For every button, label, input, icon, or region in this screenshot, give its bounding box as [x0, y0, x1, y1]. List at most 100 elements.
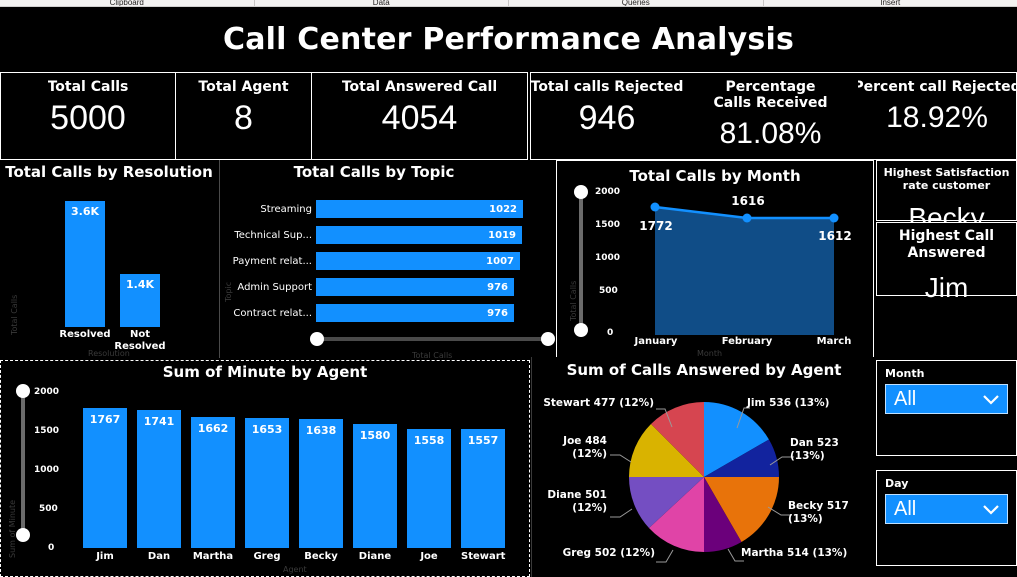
ribbon-group-queries[interactable]: Queries — [509, 0, 764, 6]
category-label-joe: Joe — [420, 551, 438, 562]
point-value-label-january: 1772 — [639, 219, 673, 233]
bar-value-label: 1022 — [489, 203, 517, 215]
slicer-month[interactable]: Month All — [876, 360, 1017, 456]
bar-not-resolved[interactable] — [120, 274, 160, 327]
pie-slice-stewart[interactable] — [651, 402, 704, 477]
slider-track — [21, 391, 25, 535]
bar-greg[interactable] — [245, 418, 289, 548]
category-label-technical-support: Technical Sup... — [234, 230, 312, 241]
bar-resolved[interactable] — [65, 201, 105, 327]
bar-joe[interactable] — [407, 429, 451, 548]
category-label-january: January — [634, 336, 678, 347]
chart-title: Total Calls by Topic — [293, 163, 455, 181]
pie-plot — [610, 402, 794, 563]
bar-value-label: 1741 — [143, 415, 175, 428]
chart-calls-answered-by-agent[interactable]: Sum of Calls Answered by Agent — [531, 357, 876, 577]
bar-admin-support[interactable]: 976 — [316, 278, 514, 296]
bar-value-label: 1.4K — [125, 278, 154, 291]
bar-jim[interactable] — [83, 408, 127, 548]
kpi-card-total-calls-rejected[interactable]: Total calls Rejected 946 — [531, 73, 683, 159]
bar-value-label: 1557 — [467, 434, 499, 447]
kpi-value: 4054 — [381, 99, 458, 137]
slicer-day[interactable]: Day All — [876, 470, 1017, 566]
slider-handle-bottom[interactable] — [16, 528, 30, 542]
slicer-value: All — [894, 497, 917, 520]
x-axis-title: Total Calls — [412, 351, 453, 360]
slider-handle-right[interactable] — [541, 332, 555, 346]
kpi-card-percent-call-rejected[interactable]: Percent call Rejected 18.92% — [858, 73, 1016, 159]
bar-value-label: 3.6K — [70, 205, 99, 218]
slicer-label: Month — [885, 367, 925, 380]
category-label-march: March — [816, 336, 852, 347]
card-highest-call-answered[interactable]: Highest Call Answered Jim — [876, 222, 1017, 303]
ribbon-group-clipboard[interactable]: Clipboard — [0, 0, 255, 6]
pie-slice-diane[interactable] — [629, 477, 704, 528]
slicer-label: Day — [885, 477, 909, 490]
chevron-down-icon[interactable] — [982, 504, 1000, 515]
category-label-payment-related: Payment relat... — [232, 256, 312, 267]
page-title: Call Center Performance Analysis — [223, 22, 794, 57]
report-title-bar: Call Center Performance Analysis — [0, 7, 1017, 72]
data-point-february[interactable] — [742, 213, 752, 223]
pie-slice-dan[interactable] — [704, 439, 779, 478]
bar-technical-support[interactable]: 1019 — [316, 226, 522, 244]
slicer-dropdown[interactable]: All — [885, 384, 1008, 414]
category-label-greg: Greg — [253, 551, 281, 562]
y-axis-title: Total Calls — [10, 294, 19, 335]
slider-handle-top[interactable] — [574, 185, 588, 199]
pie-slice-becky[interactable] — [704, 477, 779, 542]
month-range-slider[interactable] — [574, 185, 588, 337]
app-ribbon: Clipboard Data Queries Insert — [0, 0, 1017, 7]
bar-contract-related[interactable]: 976 — [316, 304, 514, 322]
bar-value-label: 1580 — [359, 429, 391, 442]
y-tick: 1000 — [595, 253, 621, 263]
kpi-value: 8 — [234, 99, 253, 137]
category-label-not-resolved: Not Resolved — [114, 329, 166, 352]
card-highest-satisfaction-customer[interactable]: Highest Satisfaction rate customer Becky — [876, 160, 1017, 233]
chart-calls-by-topic[interactable]: Total Calls by Topic Topic Total Calls S… — [219, 160, 555, 360]
slider-handle-top[interactable] — [16, 384, 30, 398]
bar-value-label: 1767 — [89, 413, 121, 426]
y-tick: 2000 — [34, 387, 60, 397]
data-point-march[interactable] — [829, 213, 839, 223]
kpi-card-total-answered-call[interactable]: Total Answered Call 4054 — [312, 73, 527, 159]
chart-minute-by-agent[interactable]: Sum of Minute by Agent Sum of Minute Age… — [0, 360, 530, 577]
bar-value-label: 1007 — [486, 255, 514, 267]
pie-slice-joe[interactable] — [629, 424, 704, 477]
bar-streaming[interactable]: 1022 — [316, 200, 523, 218]
minute-range-slider[interactable] — [16, 384, 30, 542]
pie-leader-lines — [610, 407, 794, 563]
bar-value-label: 976 — [487, 281, 508, 293]
card-label: Highest Satisfaction rate customer — [883, 166, 1010, 192]
topic-range-slider[interactable] — [310, 332, 555, 346]
slider-track — [579, 192, 583, 330]
chart-title: Sum of Calls Answered by Agent — [566, 361, 842, 379]
pie-slice-greg[interactable] — [649, 477, 704, 552]
pie-slice-jim[interactable] — [704, 402, 769, 477]
kpi-value: 18.92% — [886, 101, 988, 134]
bar-becky[interactable] — [299, 419, 343, 548]
pie-label-becky: Becky 517 (13%) — [788, 500, 849, 525]
pie-slice-martha[interactable] — [704, 477, 742, 552]
slider-handle-left[interactable] — [310, 332, 324, 346]
kpi-card-total-calls[interactable]: Total Calls 5000 — [1, 73, 176, 159]
kpi-card-total-agent[interactable]: Total Agent 8 — [176, 73, 312, 159]
bar-stewart[interactable] — [461, 429, 505, 548]
chart-calls-by-resolution[interactable]: Total Calls by Resolution Total Calls Re… — [0, 160, 218, 358]
slider-handle-bottom[interactable] — [574, 323, 588, 337]
kpi-card-percentage-calls-received[interactable]: Percentage Calls Received 81.08% — [683, 73, 858, 159]
point-value-label-march: 1612 — [818, 229, 852, 243]
data-point-january[interactable] — [650, 202, 660, 212]
slicer-dropdown[interactable]: All — [885, 494, 1008, 524]
kpi-label: Total Calls — [47, 79, 129, 95]
category-label-february: February — [721, 336, 773, 347]
bar-value-label: 1638 — [305, 424, 337, 437]
chevron-down-icon[interactable] — [982, 394, 1000, 405]
bar-diane[interactable] — [353, 424, 397, 548]
ribbon-group-insert[interactable]: Insert — [880, 0, 901, 6]
bar-martha[interactable] — [191, 417, 235, 548]
bar-payment-related[interactable]: 1007 — [316, 252, 520, 270]
ribbon-group-data[interactable]: Data — [255, 0, 509, 6]
chart-calls-by-month[interactable]: Total Calls by Month Total Calls Month 2… — [556, 160, 874, 358]
bar-dan[interactable] — [137, 410, 181, 548]
